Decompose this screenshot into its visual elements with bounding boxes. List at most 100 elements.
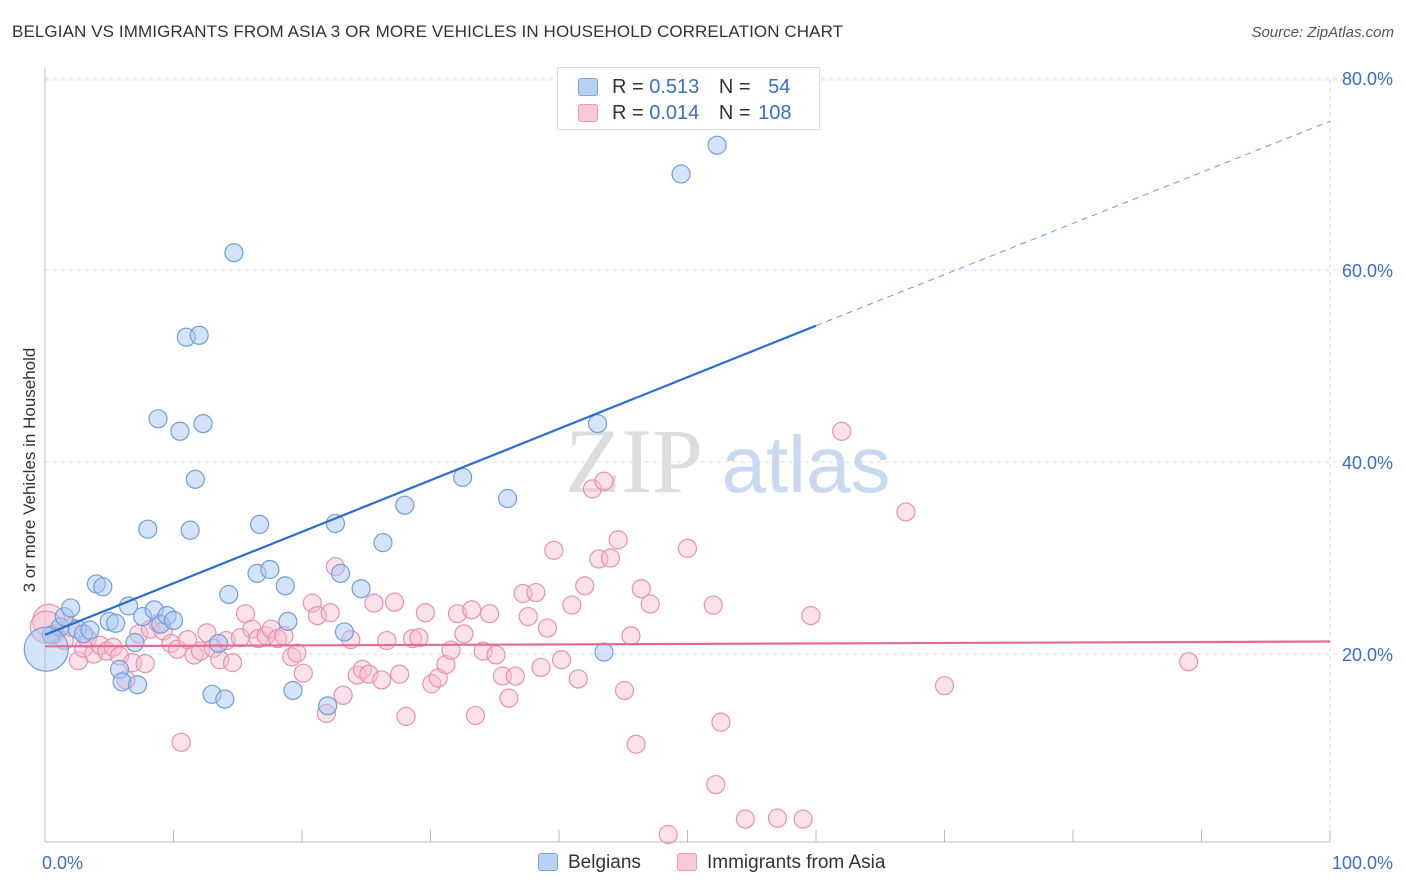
- belgian-point: [125, 632, 145, 653]
- asia-point: [614, 680, 635, 701]
- asia-point: [934, 676, 955, 696]
- asia-point: [621, 626, 641, 646]
- asia-point: [801, 605, 821, 626]
- asia-point: [640, 594, 660, 614]
- asia-point: [135, 653, 155, 674]
- asia-point: [1179, 652, 1199, 672]
- asia-point: [390, 664, 410, 684]
- belgian-point: [330, 563, 351, 583]
- asia-point: [486, 645, 506, 665]
- chart-title: BELGIAN VS IMMIGRANTS FROM ASIA 3 OR MOR…: [12, 22, 844, 41]
- asia-swatch: [578, 104, 598, 122]
- belgian-point: [224, 243, 244, 263]
- asia-point: [608, 530, 628, 550]
- asia-point: [480, 604, 500, 624]
- asia-point: [518, 606, 538, 627]
- belgian-point: [193, 414, 213, 434]
- source-label: Source: ZipAtlas.com: [1251, 24, 1394, 41]
- asia-point: [384, 592, 405, 612]
- belgian-point: [278, 611, 298, 631]
- asia-point: [631, 579, 651, 599]
- asia-point: [415, 603, 435, 623]
- belgians-swatch: [538, 853, 558, 871]
- belgian-point: [498, 488, 518, 509]
- r-label: R =: [612, 76, 644, 98]
- belgian-point: [185, 469, 205, 489]
- r-value: 0.513: [649, 76, 700, 98]
- belgian-point: [138, 519, 158, 539]
- asia-point: [396, 706, 416, 727]
- r-value: 0.014: [649, 102, 700, 124]
- belgian-point: [61, 598, 81, 618]
- watermark-atlas: atlas: [722, 420, 891, 509]
- belgians-trend-line: [44, 324, 817, 636]
- legend-item-belgians[interactable]: Belgians: [538, 852, 641, 874]
- asia-point: [568, 669, 588, 689]
- asia-point: [767, 808, 788, 828]
- y-tick-label: 60.0%: [1342, 261, 1393, 281]
- asia-point: [600, 548, 621, 568]
- belgian-point: [260, 559, 280, 580]
- asia-point: [377, 630, 397, 651]
- asia-point: [302, 593, 322, 613]
- belgian-point: [318, 696, 338, 716]
- watermark-zip: ZIP: [565, 410, 703, 512]
- asia-point: [582, 479, 603, 499]
- asia-point: [706, 774, 726, 795]
- belgian-point: [249, 514, 270, 535]
- belgian-point: [80, 620, 100, 640]
- asia-point: [248, 629, 268, 649]
- belgian-point: [148, 409, 168, 429]
- belgian-point: [334, 622, 355, 642]
- asia-point: [409, 628, 429, 648]
- y-tick-label: 80.0%: [1342, 69, 1393, 89]
- belgian-point: [93, 577, 113, 597]
- asia-point: [832, 421, 852, 441]
- belgian-point: [106, 613, 126, 633]
- belgian-point: [163, 610, 184, 631]
- asia-point: [537, 618, 558, 638]
- legend-item-asia[interactable]: Immigrants from Asia: [677, 852, 885, 874]
- legend-label-belgians: Belgians: [568, 852, 641, 873]
- y-tick-label: 40.0%: [1342, 453, 1393, 473]
- belgian-point: [215, 689, 235, 709]
- asia-point: [293, 663, 313, 683]
- belgian-point: [180, 520, 200, 540]
- asia-point: [462, 600, 482, 620]
- asia-point: [465, 705, 486, 726]
- asia-point: [364, 593, 384, 613]
- asia-point: [526, 582, 546, 603]
- asia-point: [544, 540, 564, 560]
- belgian-point: [127, 675, 148, 695]
- asia-point: [562, 595, 582, 615]
- asia-point: [703, 595, 723, 615]
- asia-point: [223, 653, 243, 673]
- belgian-point: [275, 576, 295, 596]
- n-value: 108: [758, 102, 792, 124]
- belgian-point: [325, 513, 346, 534]
- belgians-swatch: [578, 78, 598, 96]
- asia-point: [282, 647, 302, 667]
- asia-point: [677, 538, 698, 559]
- belgian-point: [23, 626, 69, 672]
- tick-labels: 20.0% 40.0% 60.0% 80.0% 0.0% 100.0%: [42, 69, 1393, 873]
- asia-point: [320, 603, 340, 623]
- n-value: 54: [768, 76, 791, 98]
- watermark: ZIP atlas: [565, 410, 890, 512]
- asia-point: [436, 654, 456, 675]
- asia-points: [29, 421, 1199, 845]
- asia-point: [447, 604, 468, 624]
- belgian-point: [373, 533, 393, 553]
- belgian-point: [587, 414, 608, 434]
- belgian-point: [283, 680, 303, 701]
- belgians-trend-extension: [815, 120, 1331, 327]
- belgian-point: [351, 579, 371, 599]
- asia-point: [793, 809, 813, 829]
- belgian-point: [594, 642, 614, 662]
- asia-point: [372, 670, 392, 690]
- asia-point: [402, 629, 423, 649]
- asia-point: [454, 624, 474, 644]
- asia-swatch: [677, 853, 697, 871]
- belgian-point: [671, 164, 691, 184]
